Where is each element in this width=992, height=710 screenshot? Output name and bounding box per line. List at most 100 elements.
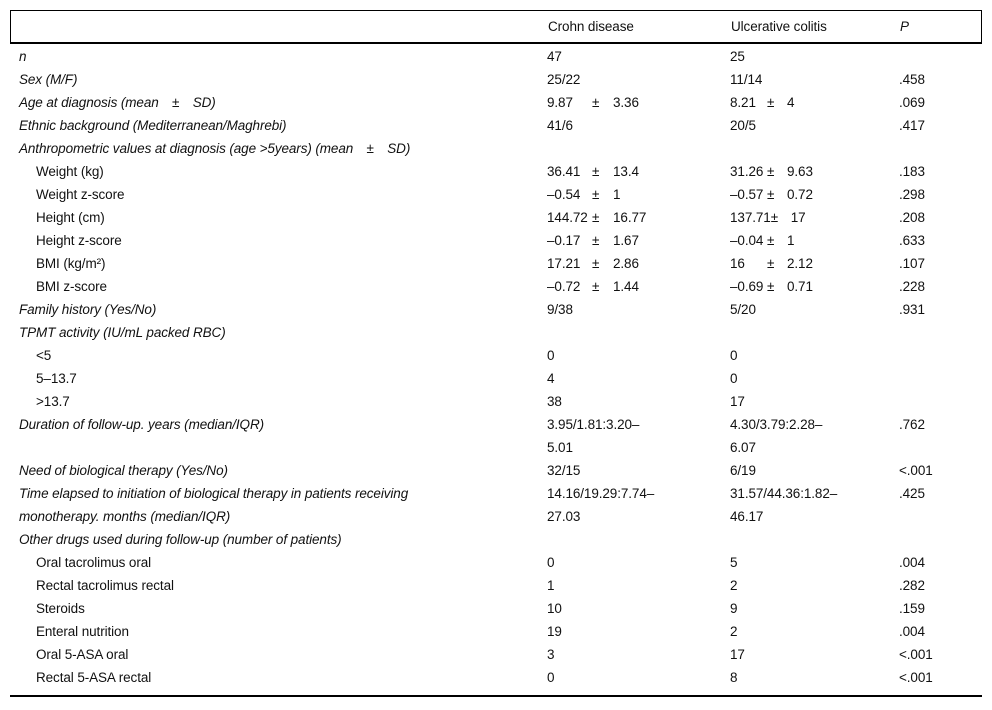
p-value: .282 xyxy=(899,578,925,593)
p-value: <.001 xyxy=(899,463,933,478)
plus-minus-symbol: ± xyxy=(592,164,600,179)
p-value: .298 xyxy=(899,187,925,202)
p-value: <.001 xyxy=(899,670,933,685)
plus-minus-symbol: ± xyxy=(592,256,600,271)
table-row: <5 0 0 xyxy=(10,344,982,367)
p-value: .004 xyxy=(899,555,925,570)
crohn-value: –0.54 ±1 xyxy=(547,183,730,206)
crohn-value: 0 xyxy=(547,555,555,570)
table-row: Height (cm) 144.72 ±16.77 137.71± 17.208 xyxy=(10,206,982,229)
plus-minus-symbol: ± xyxy=(770,210,779,225)
plus-minus-symbol: ± xyxy=(592,279,600,294)
row-label: Oral 5-ASA oral xyxy=(36,647,129,662)
plus-minus-symbol: ± xyxy=(592,233,600,248)
uc-value: 17 xyxy=(730,647,745,662)
row-label: BMI (kg/m²) xyxy=(36,256,106,271)
uc-value: 2 xyxy=(730,578,738,593)
row-label: Age at diagnosis (mean ± SD) xyxy=(19,95,216,110)
table-row: Other drugs used during follow-up (numbe… xyxy=(10,528,982,551)
uc-value: –0.04 ±1 xyxy=(730,229,899,252)
table-row: Enteral nutrition 19 2 .004 xyxy=(10,620,982,643)
uc-value: –0.69 ±0.71 xyxy=(730,275,899,298)
row-label: Other drugs used during follow-up (numbe… xyxy=(19,532,342,547)
row-label: Ethnic background (Mediterranean/Maghreb… xyxy=(19,118,287,133)
plus-minus-symbol: ± xyxy=(767,187,775,202)
uc-value: 5/20 xyxy=(730,302,756,317)
plus-minus-symbol: ± xyxy=(767,256,775,271)
crohn-value: –0.72 ±1.44 xyxy=(547,275,730,298)
uc-value: 8.21 ±4 xyxy=(730,91,899,114)
row-label: >13.7 xyxy=(36,394,70,409)
p-value: .159 xyxy=(899,601,925,616)
table-row: Weight (kg) 36.41 ±13.4 31.26 ±9.63.183 xyxy=(10,160,982,183)
crohn-value: 32/15 xyxy=(547,463,581,478)
uc-value: 31.26 ±9.63 xyxy=(730,160,899,183)
p-value: .004 xyxy=(899,624,925,639)
p-value: .633 xyxy=(899,233,925,248)
table-row: Time elapsed to initiation of biological… xyxy=(10,482,982,528)
row-label: Steroids xyxy=(36,601,85,616)
crohn-value: 14.16/19.29:7.74– 27.03 xyxy=(547,486,655,524)
row-label: Sex (M/F) xyxy=(19,72,78,87)
uc-value: 5 xyxy=(730,555,738,570)
table-row: Anthropometric values at diagnosis (age … xyxy=(10,137,982,160)
row-label: Time elapsed to initiation of biological… xyxy=(19,486,409,524)
table-row: n 47 25 xyxy=(10,45,982,68)
row-label: Height (cm) xyxy=(36,210,105,225)
uc-value: 20/5 xyxy=(730,118,756,133)
uc-value: –0.57 ±0.72 xyxy=(730,183,899,206)
p-value: .931 xyxy=(899,302,925,317)
row-label: Need of biological therapy (Yes/No) xyxy=(19,463,228,478)
table-row: Family history (Yes/No) 9/38 5/20 .931 xyxy=(10,298,982,321)
row-label: Anthropometric values at diagnosis (age … xyxy=(19,141,411,156)
p-value: .425 xyxy=(899,486,925,501)
uc-value: 0 xyxy=(730,348,738,363)
plus-minus-symbol: ± xyxy=(767,95,775,110)
uc-value: 9 xyxy=(730,601,738,616)
table-row: Need of biological therapy (Yes/No) 32/15… xyxy=(10,459,982,482)
p-value: .183 xyxy=(899,164,925,179)
uc-value: 4.30/3.79:2.28– 6.07 xyxy=(730,417,823,455)
table-row: Weight z-score –0.54 ±1 –0.57 ±0.72.298 xyxy=(10,183,982,206)
uc-value: 11/14 xyxy=(730,72,763,87)
column-header-p-value: P xyxy=(900,19,909,34)
column-header-ulcerative-colitis: Ulcerative colitis xyxy=(731,19,827,34)
uc-value: 16 ±2.12 xyxy=(730,252,899,275)
row-label: Family history (Yes/No) xyxy=(19,302,157,317)
crohn-value: 38 xyxy=(547,394,562,409)
row-label: Height z-score xyxy=(36,233,122,248)
uc-value: 2 xyxy=(730,624,738,639)
table-row: Rectal 5-ASA rectal 0 8 <.001 xyxy=(10,666,982,689)
crohn-value: 19 xyxy=(547,624,562,639)
column-header-crohn: Crohn disease xyxy=(548,19,634,34)
p-value: .208 xyxy=(899,210,925,225)
row-label: Weight (kg) xyxy=(36,164,104,179)
table-row: TPMT activity (IU/mL packed RBC) xyxy=(10,321,982,344)
crohn-value: 9/38 xyxy=(547,302,573,317)
row-label: <5 xyxy=(36,348,52,363)
uc-value: 137.71± 17 xyxy=(730,206,899,229)
uc-value: 0 xyxy=(730,371,738,386)
p-value: .458 xyxy=(899,72,925,87)
crohn-value: 144.72 ±16.77 xyxy=(547,206,730,229)
row-label: 5–13.7 xyxy=(36,371,77,386)
row-label: Enteral nutrition xyxy=(36,624,129,639)
crohn-value: 41/6 xyxy=(547,118,573,133)
table-row: Duration of follow-up. years (median/IQR… xyxy=(10,413,982,459)
crohn-value: 1 xyxy=(547,578,555,593)
crohn-value: 9.87 ±3.36 xyxy=(547,91,730,114)
row-label: Oral tacrolimus oral xyxy=(36,555,152,570)
table-row: 5–13.7 4 0 xyxy=(10,367,982,390)
table-row: Height z-score –0.17 ±1.67 –0.04 ±1.633 xyxy=(10,229,982,252)
plus-minus-symbol: ± xyxy=(767,164,775,179)
crohn-value: –0.17 ±1.67 xyxy=(547,229,730,252)
table-row: BMI (kg/m²) 17.21 ±2.86 16 ±2.12.107 xyxy=(10,252,982,275)
table-row: >13.7 38 17 xyxy=(10,390,982,413)
p-value: .417 xyxy=(899,118,925,133)
table-row: Rectal tacrolimus rectal 1 2 .282 xyxy=(10,574,982,597)
table-row: Ethnic background (Mediterranean/Maghreb… xyxy=(10,114,982,137)
crohn-value: 4 xyxy=(547,371,555,386)
crohn-value: 36.41 ±13.4 xyxy=(547,160,730,183)
row-label: Rectal 5-ASA rectal xyxy=(36,670,152,685)
